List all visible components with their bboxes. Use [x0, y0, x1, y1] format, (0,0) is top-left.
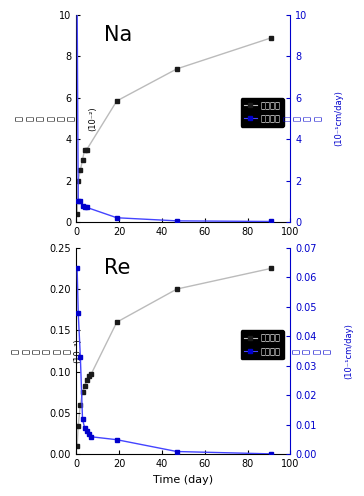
Legend: 누적침출, 침출시간: 누적침출, 침출시간 — [241, 98, 284, 126]
Y-axis label: 침
출
속
도
 
(10⁻¹cm/day): 침 출 속 도 (10⁻¹cm/day) — [282, 91, 344, 146]
Legend: 누적침출, 침출시간: 누적침출, 침출시간 — [241, 330, 284, 359]
Text: Na: Na — [104, 25, 132, 46]
Y-axis label: 누
적
침
출
분
율
 
(10⁻²): 누 적 침 출 분 율 (10⁻²) — [15, 106, 97, 131]
Y-axis label: 누
적
침
출
분
율
(10⁻³): 누 적 침 출 분 율 (10⁻³) — [11, 339, 83, 364]
Text: Re: Re — [104, 258, 130, 278]
X-axis label: Time (day): Time (day) — [153, 475, 213, 485]
Y-axis label: 침
출
속
도
 
(10⁻¹cm/day): 침 출 속 도 (10⁻¹cm/day) — [292, 323, 353, 379]
